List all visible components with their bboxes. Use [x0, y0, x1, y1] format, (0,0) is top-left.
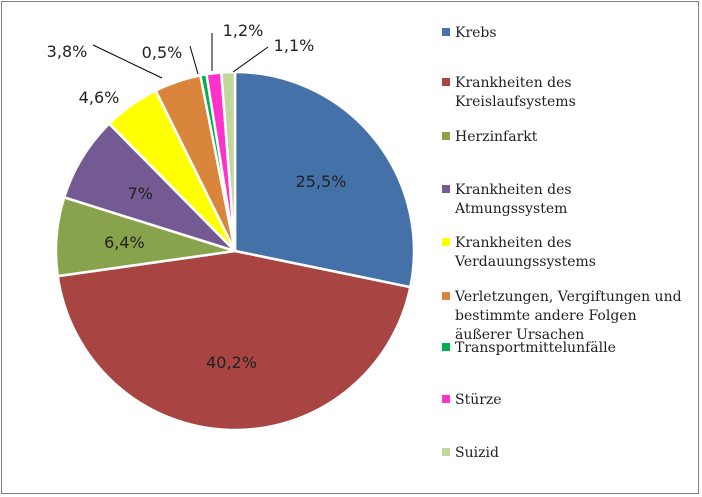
data-labels: 25,5% 40,2% 6,4% 7% 4,6% 3,8% 0,5% 1,2% 1,1% [47, 21, 347, 372]
legend: Krebs Krankheiten des Kreislaufsystems Herz… [442, 25, 682, 461]
legend-swatch [442, 185, 450, 193]
pie-slice [220, 70, 237, 253]
pie-slice [56, 249, 412, 432]
legend-swatch [442, 28, 450, 36]
data-label: 7% [128, 184, 153, 203]
pie-slices [54, 70, 416, 432]
legend-label: Stürze [455, 392, 502, 408]
legend-label: äußerer Ursachen [455, 327, 584, 343]
leader-line [92, 44, 163, 79]
legend-label: Transportmittelunfälle [455, 340, 616, 356]
legend-label: Atmungssystem [454, 201, 567, 217]
data-label: 4,6% [79, 88, 120, 107]
legend-label: Verdauungssystems [454, 254, 596, 270]
legend-swatch [442, 78, 450, 86]
data-label: 1,1% [274, 36, 315, 55]
leader-line [189, 45, 199, 75]
legend-label: Herzinfarkt [455, 129, 538, 145]
legend-swatch [442, 292, 450, 300]
pie-slice [233, 70, 416, 289]
legend-label: Krankheiten des [455, 235, 572, 251]
legend-swatch [442, 448, 450, 456]
leader-lines [92, 33, 269, 79]
leader-line [232, 46, 269, 73]
data-label: 1,2% [223, 21, 264, 40]
legend-label: bestimmte andere Folgen [455, 308, 637, 324]
data-label: 6,4% [104, 233, 145, 252]
data-label: 3,8% [47, 42, 88, 61]
legend-label: Krankheiten des [455, 75, 572, 91]
data-label: 40,2% [206, 353, 257, 372]
legend-label: Krebs [455, 25, 497, 41]
legend-label: Verletzungen, Vergiftungen und [454, 289, 682, 305]
legend-label: Suizid [455, 445, 499, 461]
legend-label: Krankheiten des [455, 182, 572, 198]
legend-swatch [442, 238, 450, 246]
data-label: 25,5% [296, 172, 347, 191]
legend-swatch [442, 132, 450, 140]
legend-swatch [442, 395, 450, 403]
legend-swatch [442, 343, 450, 351]
legend-label: Kreislaufsystems [455, 94, 576, 110]
data-label: 0,5% [142, 43, 183, 62]
